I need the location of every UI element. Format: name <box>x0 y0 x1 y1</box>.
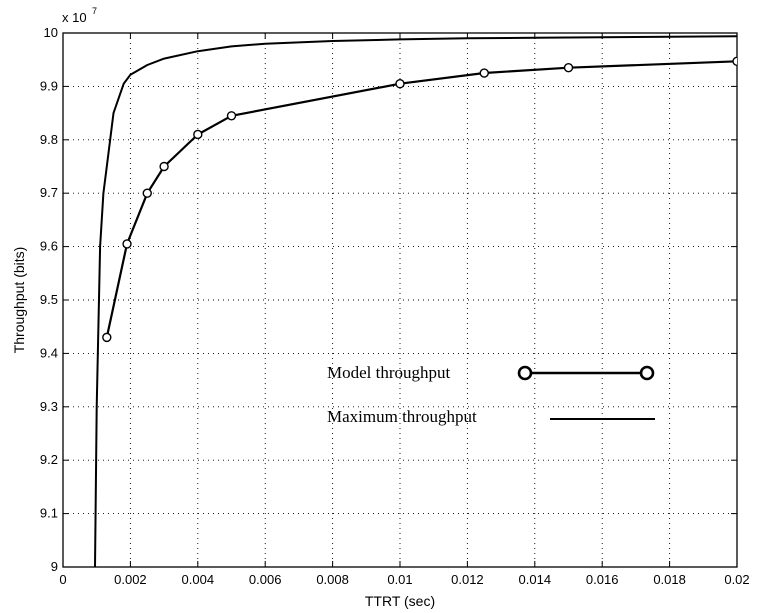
y-tick-label: 9.4 <box>40 345 58 360</box>
x-tick-label: 0.018 <box>653 572 686 587</box>
x-tick-label: 0.004 <box>182 572 215 587</box>
x-tick-label: 0.014 <box>519 572 552 587</box>
y-tick-label: 9.1 <box>40 506 58 521</box>
data-point-model <box>142 188 152 198</box>
legend: Model throughput Maximum throughput <box>327 363 655 426</box>
data-point-model <box>193 129 203 140</box>
y-tick-label: 9.7 <box>40 185 58 200</box>
x-tick-label: 0.02 <box>724 572 749 587</box>
legend-label-model: Model throughput <box>327 363 451 382</box>
data-point-model <box>479 68 489 78</box>
series-layer <box>94 35 737 567</box>
x-tick-label: 0.012 <box>451 572 484 587</box>
y-tick-label: 10 <box>44 25 58 40</box>
grid-lines <box>63 33 737 567</box>
data-point-model <box>395 79 405 89</box>
y-axis-label: Throughput (bits) <box>11 247 27 354</box>
data-point-model <box>226 111 237 121</box>
y-tick-label: 9.3 <box>40 399 58 414</box>
series-line-maximum <box>94 35 737 567</box>
data-point-model <box>159 161 169 172</box>
data-point-model <box>102 332 112 343</box>
x-tick-label: 0 <box>59 572 66 587</box>
x-tick-label: 0.006 <box>249 572 282 587</box>
y-tick-label: 9 <box>51 559 58 574</box>
data-point-model <box>732 56 737 67</box>
legend-marker-model-right <box>639 365 655 381</box>
x-tick-label: 0.008 <box>316 572 349 587</box>
series-line-model <box>105 60 737 338</box>
y-tick-label: 9.9 <box>40 78 58 93</box>
data-point-model <box>122 239 132 249</box>
y-tick-label: 9.6 <box>40 239 58 254</box>
x-tick-label: 0.01 <box>387 572 412 587</box>
x-axis-ticks: 0 0.002 0.004 0.006 0.008 0.01 0.012 0.014 0.016… <box>59 33 750 587</box>
y-tick-label: 9.5 <box>40 292 58 307</box>
legend-label-maximum: Maximum throughput <box>327 407 477 426</box>
y-multiplier-exponent: 7 <box>92 6 97 16</box>
y-tick-label: 9.8 <box>40 132 58 147</box>
x-tick-label: 0.002 <box>114 572 147 587</box>
data-point-model <box>563 63 574 73</box>
y-multiplier-base: x 10 <box>62 10 87 25</box>
y-axis-ticks: 9 9.1 9.2 9.3 9.4 9.5 9.6 9.7 9.8 9.9 10 <box>40 25 737 574</box>
y-tick-label: 9.2 <box>40 452 58 467</box>
legend-marker-model-left <box>517 365 533 381</box>
x-tick-label: 0.016 <box>586 572 619 587</box>
x-axis-label: TTRT (sec) <box>365 593 435 609</box>
y-multiplier: x 10 <box>62 10 87 25</box>
